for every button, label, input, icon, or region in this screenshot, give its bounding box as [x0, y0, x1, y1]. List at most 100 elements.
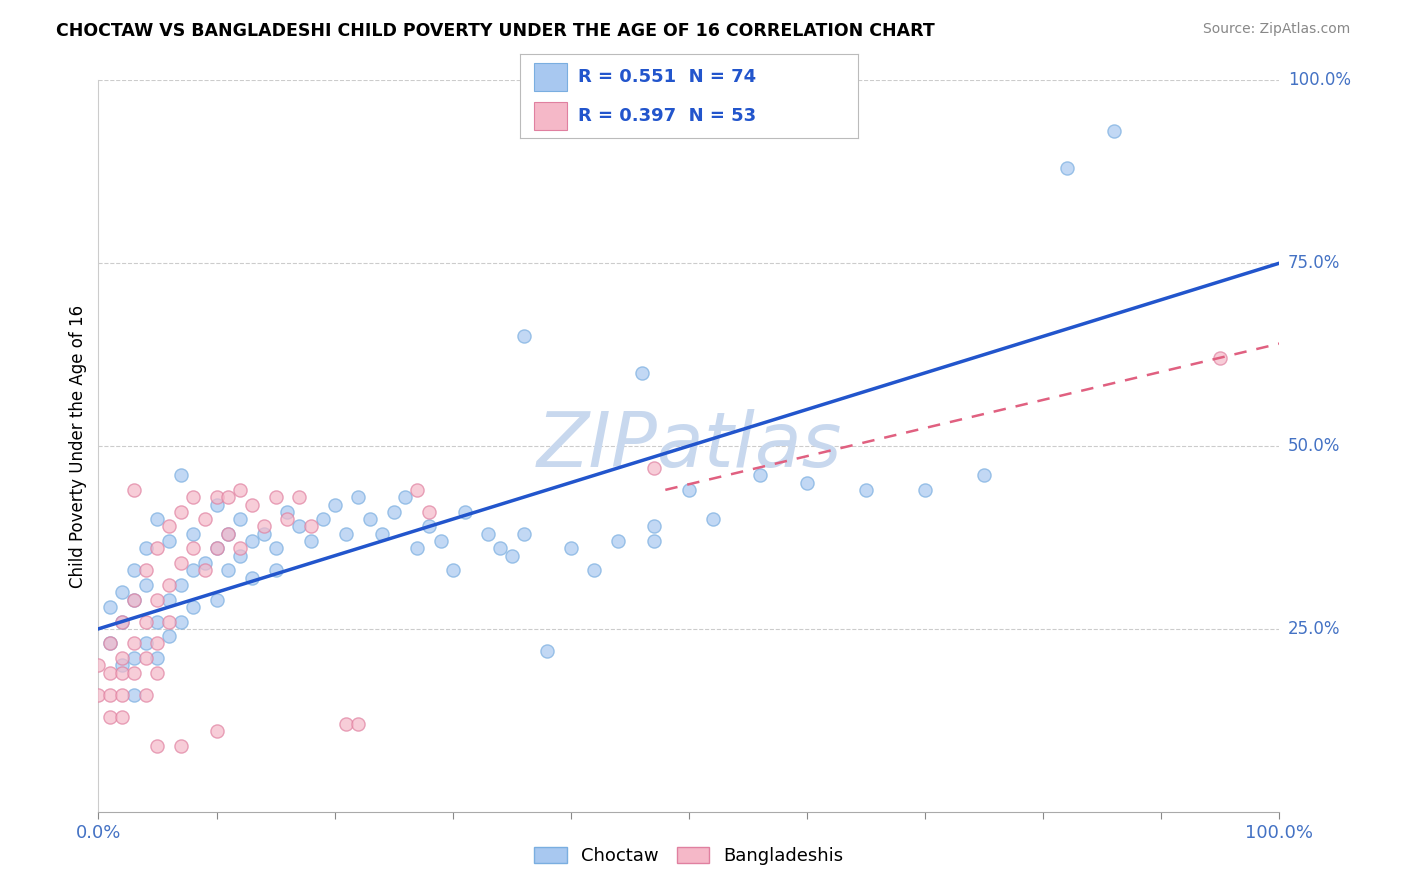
Point	[205, 490, 228, 504]
Point	[205, 592, 228, 607]
Point	[359, 512, 381, 526]
Text: 50.0%: 50.0%	[1288, 437, 1340, 455]
Point	[240, 498, 263, 512]
Point	[371, 526, 394, 541]
Point	[194, 563, 217, 577]
Point	[205, 541, 228, 556]
Point	[122, 563, 145, 577]
Point	[418, 519, 440, 533]
Point	[855, 483, 877, 497]
Point	[135, 541, 157, 556]
Text: R = 0.551  N = 74: R = 0.551 N = 74	[578, 68, 755, 86]
Point	[253, 519, 276, 533]
Bar	[534, 102, 568, 130]
Point	[194, 512, 217, 526]
Point	[181, 563, 204, 577]
Point	[512, 329, 534, 343]
Point	[157, 615, 180, 629]
Point	[229, 549, 252, 563]
Point	[477, 526, 499, 541]
Point	[122, 651, 145, 665]
Point	[394, 490, 416, 504]
Point	[122, 592, 145, 607]
Point	[135, 615, 157, 629]
Point	[157, 629, 180, 643]
Point	[229, 483, 252, 497]
Point	[630, 366, 652, 380]
Point	[111, 688, 134, 702]
Point	[146, 592, 169, 607]
Point	[146, 739, 169, 753]
Y-axis label: Child Poverty Under the Age of 16: Child Poverty Under the Age of 16	[69, 304, 87, 588]
Point	[181, 490, 204, 504]
Bar	[534, 62, 568, 91]
Text: CHOCTAW VS BANGLADESHI CHILD POVERTY UNDER THE AGE OF 16 CORRELATION CHART: CHOCTAW VS BANGLADESHI CHILD POVERTY UND…	[56, 22, 935, 40]
Point	[914, 483, 936, 497]
Text: 75.0%: 75.0%	[1288, 254, 1340, 272]
Point	[418, 505, 440, 519]
Text: 25.0%: 25.0%	[1288, 620, 1340, 638]
Point	[240, 571, 263, 585]
Text: 100.0%: 100.0%	[1288, 71, 1351, 89]
Point	[181, 599, 204, 614]
Point	[583, 563, 606, 577]
Point	[205, 724, 228, 739]
Point	[170, 578, 193, 592]
Point	[430, 534, 453, 549]
Point	[157, 534, 180, 549]
Point	[146, 665, 169, 680]
Point	[122, 688, 145, 702]
Point	[98, 665, 121, 680]
Point	[323, 498, 346, 512]
Point	[98, 636, 121, 650]
Point	[98, 709, 121, 723]
Point	[135, 688, 157, 702]
Point	[406, 483, 429, 497]
Point	[122, 483, 145, 497]
Point	[512, 526, 534, 541]
Point	[181, 541, 204, 556]
Text: R = 0.397  N = 53: R = 0.397 N = 53	[578, 107, 755, 125]
Point	[288, 519, 311, 533]
Point	[796, 475, 818, 490]
Point	[205, 498, 228, 512]
Point	[157, 519, 180, 533]
Point	[299, 534, 322, 549]
Point	[264, 563, 287, 577]
Point	[312, 512, 335, 526]
Point	[229, 512, 252, 526]
Point	[217, 563, 239, 577]
Point	[122, 636, 145, 650]
Point	[122, 665, 145, 680]
Point	[264, 490, 287, 504]
Point	[1056, 161, 1078, 175]
Point	[135, 651, 157, 665]
Point	[194, 556, 217, 570]
Point	[678, 483, 700, 497]
Point	[382, 505, 405, 519]
Point	[299, 519, 322, 533]
Point	[489, 541, 512, 556]
Point	[111, 651, 134, 665]
Point	[98, 636, 121, 650]
Text: Source: ZipAtlas.com: Source: ZipAtlas.com	[1202, 22, 1350, 37]
Point	[111, 709, 134, 723]
Point	[335, 717, 357, 731]
Point	[1209, 351, 1232, 366]
Point	[217, 526, 239, 541]
Point	[111, 665, 134, 680]
Point	[170, 468, 193, 483]
Point	[146, 636, 169, 650]
Point	[406, 541, 429, 556]
Point	[453, 505, 475, 519]
Point	[111, 615, 134, 629]
Point	[135, 578, 157, 592]
Point	[1102, 124, 1125, 138]
Point	[643, 461, 665, 475]
Point	[170, 505, 193, 519]
Point	[347, 490, 370, 504]
Point	[276, 512, 298, 526]
Point	[111, 615, 134, 629]
Point	[146, 651, 169, 665]
Point	[501, 549, 523, 563]
